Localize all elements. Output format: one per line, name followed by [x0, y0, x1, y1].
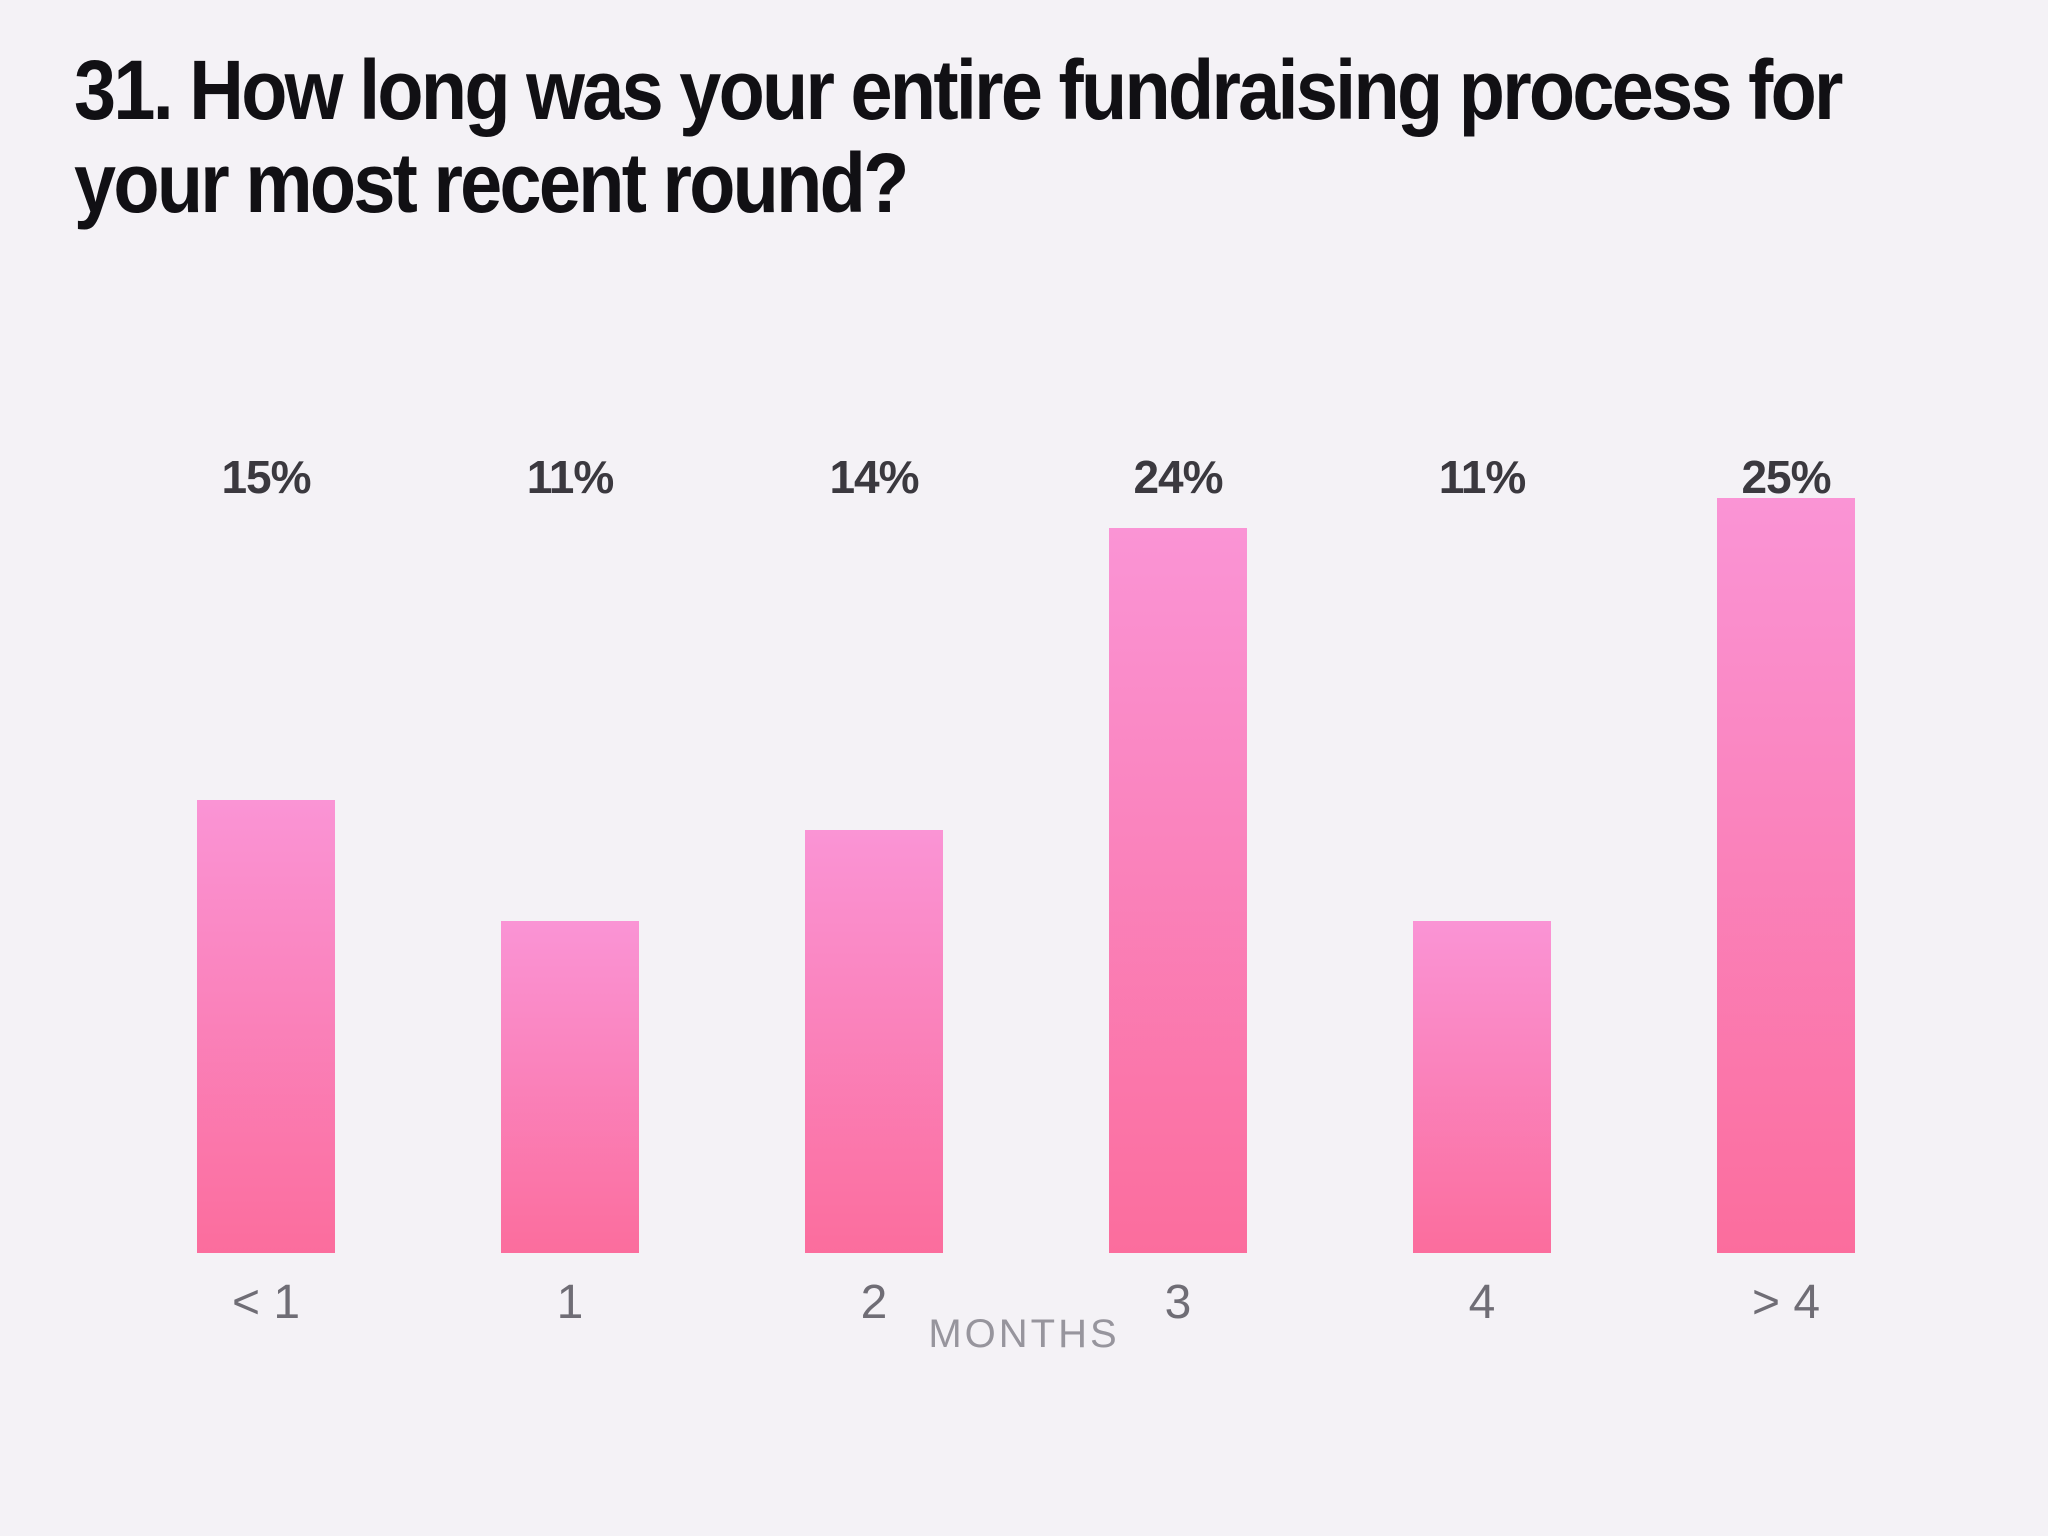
- bar-column: 25% > 4: [1634, 440, 1938, 1329]
- bar: [805, 830, 943, 1253]
- bar-column: 24% 3: [1026, 440, 1330, 1329]
- bar-column: 11% 1: [418, 440, 722, 1329]
- bar: [1109, 528, 1247, 1253]
- value-label: 15%: [221, 451, 311, 503]
- bar: [1717, 498, 1855, 1253]
- chart-title: 31. How long was your entire fundraising…: [74, 43, 1843, 231]
- bar-column: 14% 2: [722, 440, 1026, 1329]
- chart-title-line1: 31. How long was your entire fundraising…: [74, 43, 1843, 137]
- value-label: 11%: [1438, 451, 1527, 503]
- chart-title-line2: your most recent round?: [74, 136, 909, 231]
- value-label: 14%: [829, 451, 919, 503]
- value-label: 25%: [1741, 451, 1831, 503]
- x-tick-label: < 1: [231, 1276, 301, 1329]
- bar-column: 11% 4: [1330, 440, 1634, 1329]
- value-label: 11%: [526, 451, 615, 503]
- x-tick-label: 3: [1164, 1276, 1192, 1329]
- x-axis-label: MONTHS: [928, 1312, 1120, 1356]
- bar: [197, 800, 335, 1253]
- bar-chart: 15% < 1 11% 1 14% 2 24% 3 11% 4 25% > 4: [114, 440, 1938, 1329]
- value-label: 24%: [1133, 451, 1223, 503]
- x-tick-label: 4: [1468, 1276, 1496, 1329]
- x-tick-label: > 4: [1751, 1276, 1821, 1329]
- bar: [501, 921, 639, 1253]
- x-tick-label: 2: [860, 1276, 888, 1329]
- bar: [1413, 921, 1551, 1253]
- x-tick-label: 1: [556, 1276, 584, 1329]
- bar-column: 15% < 1: [114, 440, 418, 1329]
